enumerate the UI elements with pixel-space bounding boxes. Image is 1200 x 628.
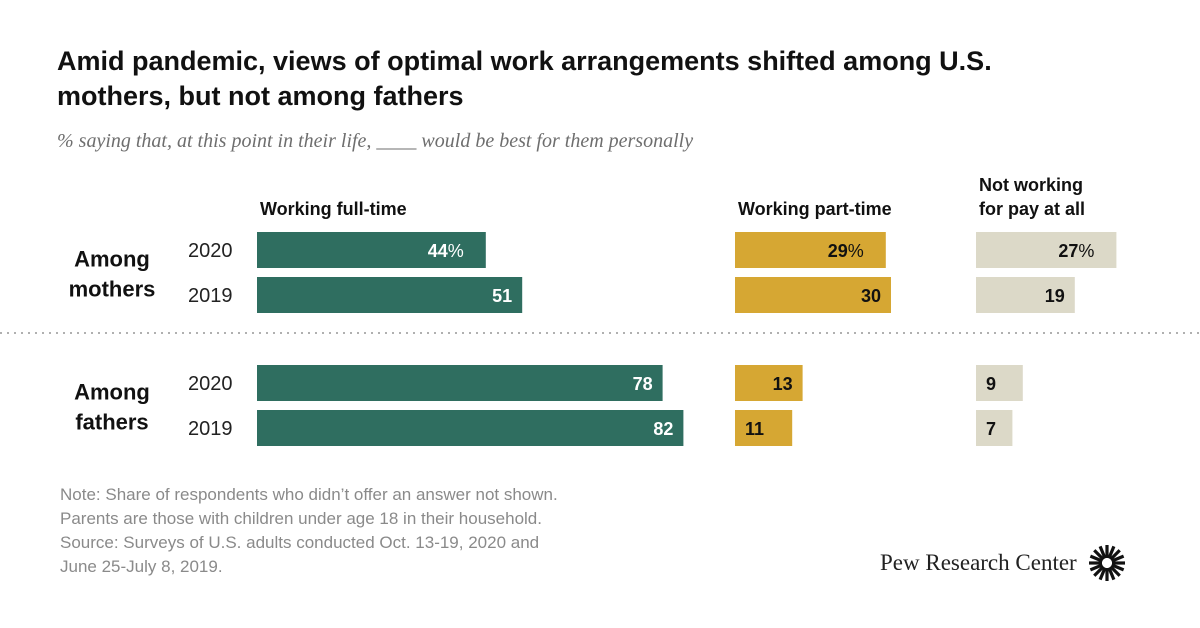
source-line: June 25-July 8, 2019. xyxy=(60,557,223,576)
bar-value-label: 7 xyxy=(986,419,996,439)
series-header: Working part-time xyxy=(738,199,892,219)
bar-value-label: 30 xyxy=(861,286,881,306)
logo-ray xyxy=(1089,554,1103,563)
source-line: Source: Surveys of U.S. adults conducted… xyxy=(60,533,540,552)
bar xyxy=(735,232,886,268)
bar xyxy=(976,232,1117,268)
bar-value-label: 51 xyxy=(492,286,512,306)
year-label: 2019 xyxy=(188,285,233,307)
bar-value-label: 11 xyxy=(745,419,764,439)
chart-subtitle: % saying that, at this point in their li… xyxy=(57,130,694,152)
bar-value-label: 27% xyxy=(1058,241,1094,261)
percent-sign: % xyxy=(1078,241,1094,261)
logo-ray xyxy=(1089,563,1103,572)
percent-sign: % xyxy=(848,241,864,261)
logo-ray xyxy=(1098,545,1107,559)
bar-value-label: 82 xyxy=(653,419,673,439)
note-line: Note: Share of respondents who didn’t of… xyxy=(60,485,558,504)
bar xyxy=(257,410,684,446)
series-header: Not working xyxy=(979,175,1083,195)
logo-ray xyxy=(1098,567,1107,581)
logo-ray xyxy=(1110,563,1124,572)
logo-ray xyxy=(1092,549,1105,561)
bar-value-label: 19 xyxy=(1045,286,1065,306)
logo-ray xyxy=(1092,565,1105,577)
bar xyxy=(735,365,803,401)
group-label: fathers xyxy=(75,410,148,435)
group-label: mothers xyxy=(69,277,156,302)
percent-sign: % xyxy=(448,241,464,261)
bar xyxy=(257,277,523,313)
bar xyxy=(735,277,891,313)
bar-value-label: 78 xyxy=(633,374,653,394)
bar-chart: Working full-time Working part-time Not wo… xyxy=(0,175,1200,446)
bar xyxy=(257,365,663,401)
bar xyxy=(735,410,793,446)
bar-value-label: 44% xyxy=(428,241,464,261)
logo-ray xyxy=(1107,545,1116,559)
note-line: Parents are those with children under ag… xyxy=(60,509,542,528)
chart-notes: Note: Share of respondents who didn’t of… xyxy=(60,483,558,579)
logo-ray xyxy=(1110,554,1124,563)
bar-value-label: 13 xyxy=(773,374,793,394)
bar xyxy=(257,232,486,268)
brand-name: Pew Research Center xyxy=(880,550,1077,575)
bar xyxy=(976,277,1075,313)
chart-title: Amid pandemic, views of optimal work arr… xyxy=(57,46,992,111)
group-label: Among xyxy=(74,380,150,405)
pew-sunburst-icon xyxy=(1088,545,1125,581)
brand: Pew Research Center xyxy=(880,543,1127,583)
series-header: for pay at all xyxy=(979,199,1085,219)
logo-ray xyxy=(1109,565,1121,577)
year-label: 2019 xyxy=(188,418,233,440)
bar xyxy=(976,410,1013,446)
logo-ray xyxy=(1109,549,1121,561)
year-label: 2020 xyxy=(188,373,233,395)
bar-value-label: 29% xyxy=(828,241,864,261)
bar xyxy=(976,365,1023,401)
group-label: Among xyxy=(74,247,150,272)
bar-value-label: 9 xyxy=(986,374,996,394)
logo-ray xyxy=(1107,567,1116,581)
series-header: Working full-time xyxy=(260,199,407,219)
year-label: 2020 xyxy=(188,240,233,262)
